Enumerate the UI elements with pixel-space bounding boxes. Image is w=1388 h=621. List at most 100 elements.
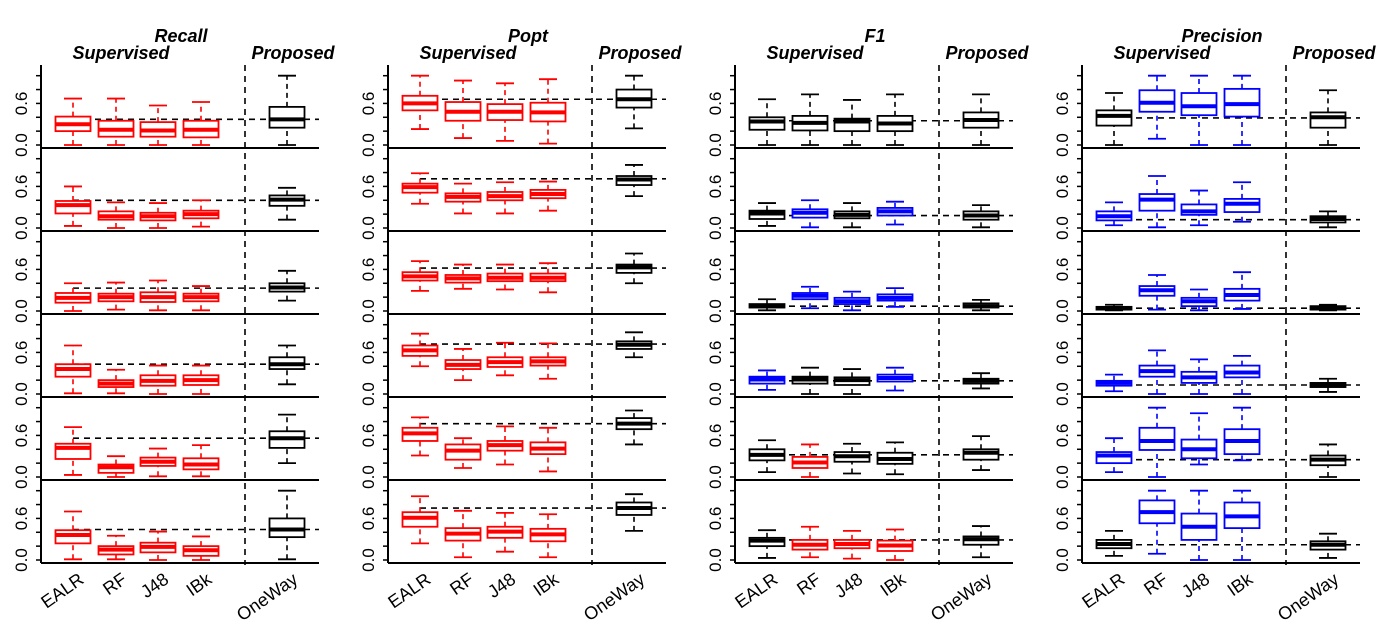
y-tick-label: 0.0 xyxy=(1053,382,1072,406)
box-iqr xyxy=(1138,426,1176,451)
row-4: 0.0 0.6 xyxy=(359,323,666,406)
y-tick-label: 0.6 xyxy=(12,258,31,282)
box-j48 xyxy=(833,290,871,312)
box-j48 xyxy=(486,341,524,377)
box-ibk xyxy=(529,426,567,473)
y-tick-label: 0.6 xyxy=(1053,341,1072,365)
box-rf xyxy=(791,285,829,310)
y-tick-label: 0.0 xyxy=(359,299,378,323)
y-tick-label: 0.0 xyxy=(12,548,31,572)
box-oneway xyxy=(1309,303,1347,312)
y-tick-label: 0.0 xyxy=(1053,299,1072,323)
box-ibk xyxy=(182,535,220,561)
y-tick-label: 0.0 xyxy=(12,133,31,157)
box-oneway xyxy=(1309,443,1347,478)
row-5: 0.0 0.6 xyxy=(1053,406,1360,489)
y-tick-label: 0.0 xyxy=(359,548,378,572)
box-rf xyxy=(791,443,829,478)
y-tick-label: 0.0 xyxy=(706,465,725,489)
box-oneway xyxy=(268,489,306,561)
box-ealr xyxy=(748,298,786,312)
y-tick-label: 0.0 xyxy=(359,133,378,157)
x-tick-label: OneWay xyxy=(927,569,995,621)
box-ibk xyxy=(1223,354,1261,395)
row-6: 0.0 0.6 xyxy=(1053,489,1360,572)
box-ealr xyxy=(54,97,92,146)
row-6: 0.0 0.6 xyxy=(706,489,1013,572)
group-label-proposed: Proposed xyxy=(945,43,1029,63)
box-rf xyxy=(444,263,482,290)
row-3: 0.0 0.6 xyxy=(1053,240,1360,323)
x-tick-label: OneWay xyxy=(580,569,648,621)
box-rf xyxy=(791,366,829,395)
box-ealr xyxy=(401,416,439,457)
row-2: 0.0 0.6 xyxy=(12,157,319,240)
box-j48 xyxy=(139,202,177,229)
x-tick-label: RF xyxy=(446,569,477,599)
box-ibk xyxy=(876,441,914,476)
y-tick-label: 0.0 xyxy=(706,299,725,323)
box-ibk xyxy=(529,78,567,145)
x-tick-label: IBk xyxy=(1224,568,1258,600)
x-tick-label: IBk xyxy=(530,568,564,600)
box-ibk xyxy=(1223,74,1261,146)
row-2: 0.0 0.6 xyxy=(359,157,666,240)
box-ibk xyxy=(876,528,914,561)
box-ibk xyxy=(182,285,220,312)
y-tick-label: 0.6 xyxy=(1053,424,1072,448)
y-tick-label: 0.0 xyxy=(12,216,31,240)
group-label-proposed: Proposed xyxy=(251,43,335,63)
x-tick-label: J48 xyxy=(831,569,866,602)
row-3: 0.0 0.6 xyxy=(706,240,1013,323)
panel-title: Popt xyxy=(508,26,549,46)
x-tick-label: IBk xyxy=(183,568,217,600)
y-tick-label: 0.0 xyxy=(359,216,378,240)
y-tick-label: 0.6 xyxy=(359,175,378,199)
y-tick-label: 0.6 xyxy=(1053,92,1072,116)
box-oneway xyxy=(962,299,1000,312)
box-iqr xyxy=(1138,193,1176,212)
y-tick-label: 0.6 xyxy=(359,424,378,448)
y-tick-label: 0.0 xyxy=(1053,465,1072,489)
box-j48 xyxy=(139,279,177,312)
box-j48 xyxy=(833,442,871,475)
box-j48 xyxy=(1180,288,1218,312)
box-ealr xyxy=(54,510,92,561)
box-oneway xyxy=(268,186,306,221)
box-rf xyxy=(1138,406,1176,478)
box-rf xyxy=(97,97,135,146)
box-j48 xyxy=(139,447,177,478)
y-tick-label: 0.0 xyxy=(706,216,725,240)
box-rf xyxy=(444,79,482,139)
box-ibk xyxy=(529,342,567,380)
row-1: 0.0 0.6 xyxy=(359,74,666,157)
box-ealr xyxy=(1095,437,1133,474)
x-tick-label: IBk xyxy=(877,568,911,600)
box-iqr xyxy=(1309,111,1347,129)
box-ealr xyxy=(748,202,786,227)
box-oneway xyxy=(615,74,653,130)
row-3: 0.0 0.6 xyxy=(359,240,666,323)
box-ibk xyxy=(182,101,220,146)
box-rf xyxy=(97,281,135,311)
box-ibk xyxy=(1223,489,1261,561)
panel-title: F1 xyxy=(864,26,885,46)
y-tick-label: 0.6 xyxy=(12,424,31,448)
box-oneway xyxy=(1309,532,1347,559)
box-rf xyxy=(97,455,135,478)
group-label-proposed: Proposed xyxy=(598,43,682,63)
box-ealr xyxy=(748,439,786,474)
box-j48 xyxy=(139,530,177,561)
y-tick-label: 0.6 xyxy=(1053,175,1072,199)
box-iqr xyxy=(54,200,92,215)
box-ealr xyxy=(1095,92,1133,146)
box-oneway xyxy=(268,344,306,386)
box-j48 xyxy=(833,529,871,560)
box-ealr xyxy=(748,369,786,391)
x-tick-label: J48 xyxy=(484,569,519,602)
box-ibk xyxy=(182,444,220,478)
row-2: 0.0 0.6 xyxy=(706,157,1013,240)
box-j48 xyxy=(1180,74,1218,146)
